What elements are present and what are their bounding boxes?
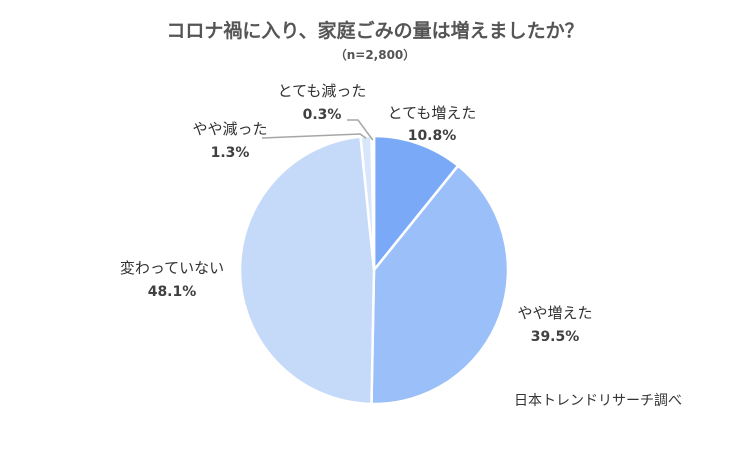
slice-category-label: とても増えた [388,104,477,122]
slice-value-label: 0.3% [303,107,342,123]
slice-category-label: 変わっていない [120,259,224,277]
slice-value-label: 10.8% [408,128,457,144]
slice-value-label: 48.1% [148,284,197,300]
pie-slice [370,163,510,406]
slice-value-label: 1.3% [211,145,250,161]
slice-category-label: やや減った [192,120,267,138]
slice-value-label: 39.5% [531,329,580,345]
leader-line [261,133,367,139]
source-note: 日本トレンドリサーチ調べ [514,393,682,409]
pie-slice [372,134,460,274]
chart-subtitle: （n=2,800） [334,48,416,62]
chart-title: コロナ禍に入り、家庭ごみの量は増えましたか？ [166,20,584,42]
pie-slice [238,135,376,406]
slice-category-label: とても減った [278,82,367,100]
leader-line [347,119,374,141]
pie-slice [370,134,376,271]
slice-category-label: やや増えた [517,304,592,322]
